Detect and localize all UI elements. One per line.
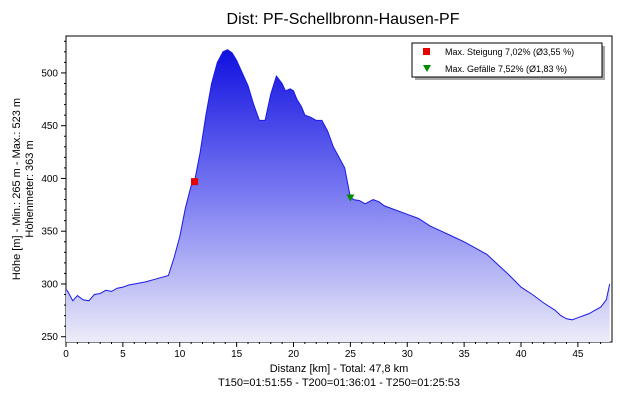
- elevation-area: [66, 49, 610, 342]
- y-tick-label: 250: [41, 332, 58, 343]
- x-tick-label: 30: [402, 349, 414, 360]
- x-tick-label: 25: [345, 349, 357, 360]
- y-tick-label: 450: [41, 121, 58, 132]
- legend-entry-steigung: Max. Steigung 7,02% (Ø3,55 %): [445, 47, 574, 57]
- y-tick-label: 500: [41, 68, 58, 79]
- legend-entry-gefaelle: Max. Gefälle 7,52% (Ø1,83 %): [445, 64, 567, 74]
- x-axis-label-times: T150=01:51:55 - T200=01:36:01 - T250=01:…: [218, 377, 460, 389]
- legend-box: [411, 42, 603, 78]
- x-tick-label: 45: [572, 349, 584, 360]
- x-tick-label: 35: [459, 349, 471, 360]
- x-axis-label: Distanz [km] - Total: 47,8 km: [270, 363, 409, 375]
- x-tick-label: 10: [174, 349, 186, 360]
- legend-triangle-marker: [423, 65, 431, 72]
- x-tick-label: 0: [63, 349, 69, 360]
- y-tick-label: 300: [41, 279, 58, 290]
- max-gefaelle-marker: [346, 194, 355, 202]
- x-tick-label: 20: [288, 349, 300, 360]
- y-axis-label-ascent: Höhenmeter: 363 m: [24, 140, 36, 237]
- chart-title: Dist: PF-Schellbronn-Hausen-PF: [227, 11, 460, 28]
- x-tick-label: 15: [231, 349, 243, 360]
- y-tick-label: 400: [41, 174, 58, 185]
- elevation-line: [65, 49, 611, 321]
- max-steigung-marker: [191, 178, 199, 186]
- y-axis-label: Höhe [m] - Min.: 265 m - Max.: 523 m: [11, 98, 23, 280]
- y-tick-label: 350: [41, 227, 58, 238]
- legend-square-marker: [423, 48, 430, 55]
- legend: Max. Steigung 7,02% (Ø3,55 %) Max. Gefäl…: [411, 42, 605, 80]
- x-tick-label: 5: [120, 349, 126, 360]
- x-tick-label: 40: [515, 349, 527, 360]
